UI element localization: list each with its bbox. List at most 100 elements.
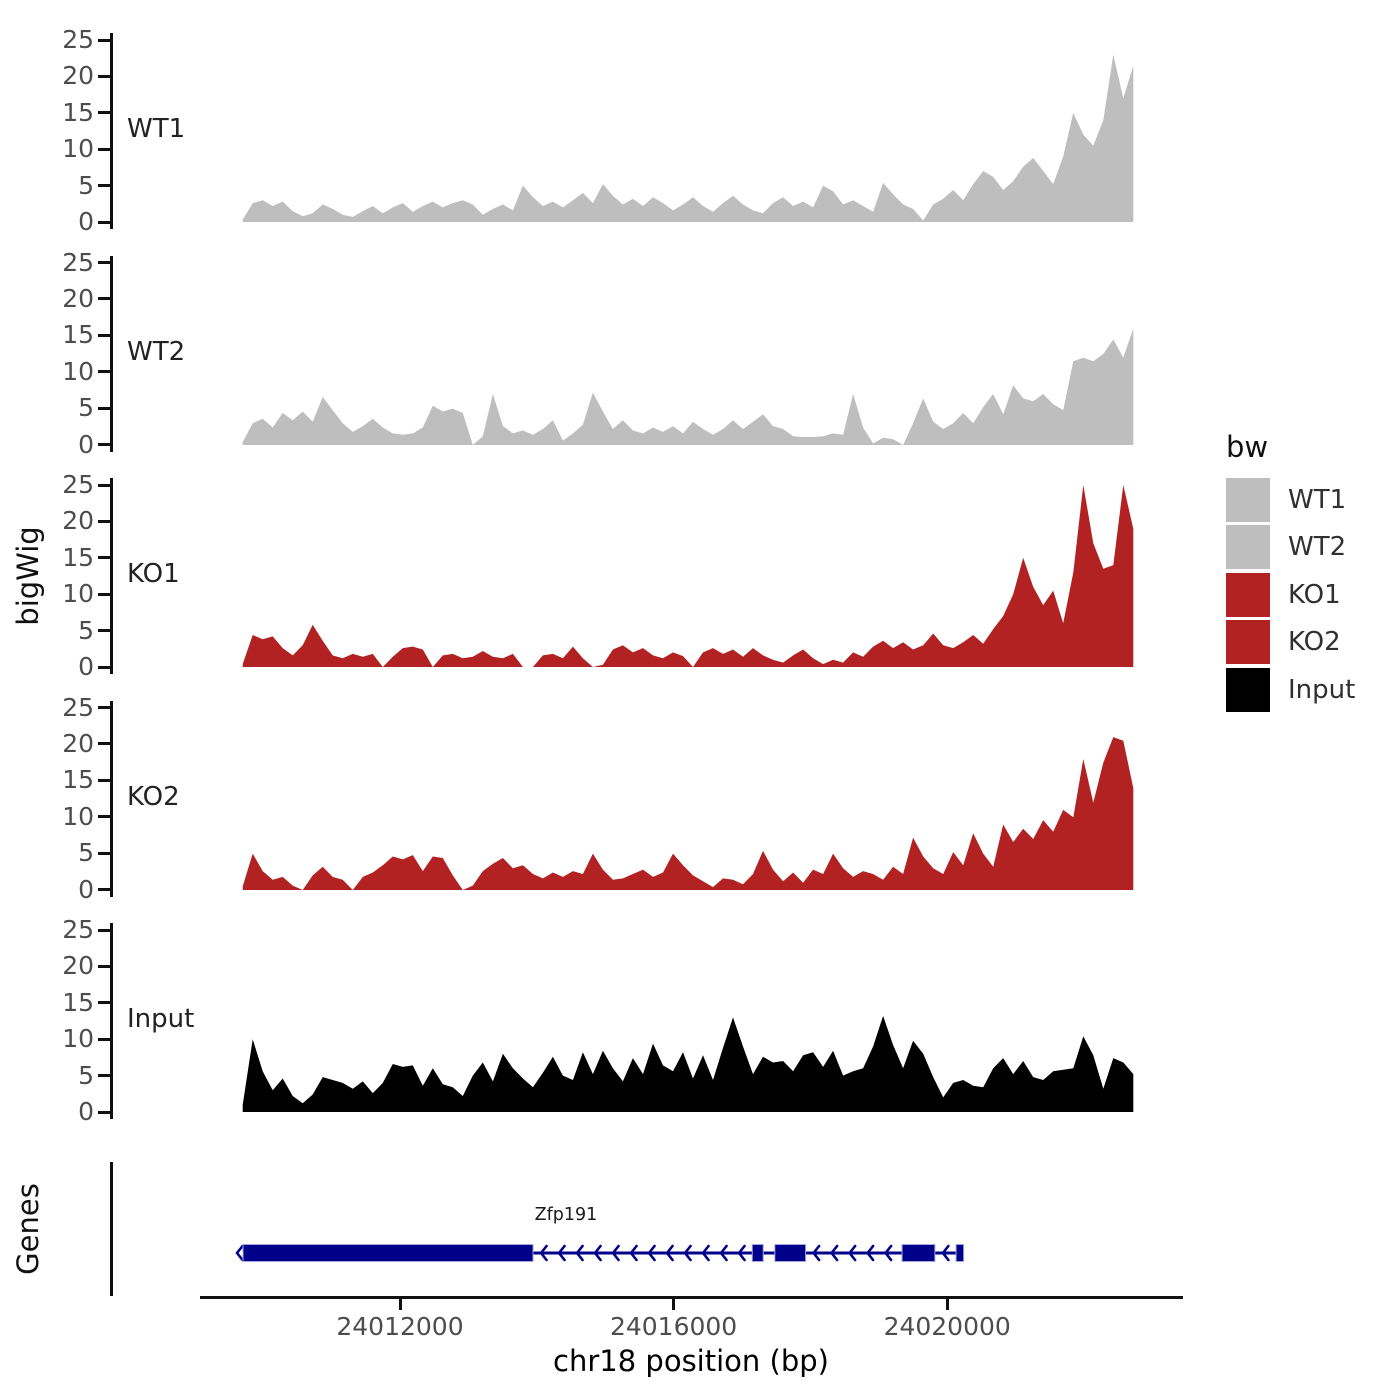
panel-axis-line xyxy=(110,478,113,674)
y-tick-label: 25 xyxy=(62,915,94,944)
y-tick-label: 25 xyxy=(62,247,94,277)
legend: bw WT1 WT2 KO1 KO2 Input xyxy=(1226,430,1396,715)
panel-axis-line xyxy=(110,923,113,1119)
strand-arrow-icon xyxy=(647,1244,656,1262)
y-tick-mark xyxy=(98,665,111,669)
y-tick-label: 10 xyxy=(62,356,94,386)
strand-arrow-icon xyxy=(539,1244,548,1262)
y-tick-label: 25 xyxy=(62,692,94,722)
strand-arrow-icon xyxy=(883,1244,893,1262)
genes-axis-title: Genes xyxy=(11,1183,45,1275)
legend-swatch-ko2 xyxy=(1226,620,1270,665)
x-axis-title: chr18 position (bp) xyxy=(553,1344,829,1378)
y-tick-label: 20 xyxy=(62,951,94,981)
y-tick-label: 25 xyxy=(62,25,94,54)
legend-swatch-input xyxy=(1226,667,1270,712)
y-tick-mark xyxy=(98,1001,111,1005)
x-tick-label: 24016000 xyxy=(609,1312,738,1341)
y-tick-mark xyxy=(98,928,111,932)
strand-arrow-icon xyxy=(829,1244,839,1262)
y-tick-mark xyxy=(98,483,111,487)
y-tick-label: 10 xyxy=(62,1024,94,1054)
y-tick-mark xyxy=(98,147,111,151)
strand-arrow-icon xyxy=(847,1244,857,1262)
y-tick-label: 15 xyxy=(62,765,94,795)
y-tick-label: 15 xyxy=(62,97,94,127)
y-tick-label: 5 xyxy=(78,170,94,200)
legend-item-label: KO2 xyxy=(1288,627,1341,658)
panel-label-wt2: WT2 xyxy=(127,336,186,367)
y-tick-label: 5 xyxy=(78,393,94,423)
y-tick-mark xyxy=(98,74,111,78)
y-tick-mark xyxy=(98,706,111,709)
x-tick-mark xyxy=(945,1299,949,1310)
y-tick-label: 0 xyxy=(78,429,94,459)
strand-arrow-icon xyxy=(593,1244,602,1262)
y-tick-label: 15 xyxy=(62,987,94,1017)
y-tick-mark xyxy=(98,220,111,224)
track-area-wt1 xyxy=(242,54,1134,222)
strand-arrow-icon xyxy=(557,1244,566,1262)
y-tick-label: 0 xyxy=(78,207,94,236)
legend-title: bw xyxy=(1226,430,1269,464)
gene-exon xyxy=(901,1244,936,1262)
y-tick-mark xyxy=(98,261,111,264)
y-tick-mark xyxy=(98,815,111,819)
strand-arrow-icon xyxy=(235,1244,244,1262)
y-tick-mark xyxy=(98,888,111,891)
legend-item: Input xyxy=(1226,667,1396,712)
panel-label-wt1: WT1 xyxy=(127,114,186,144)
strand-arrow-icon xyxy=(611,1244,620,1262)
y-tick-label: 0 xyxy=(78,1097,94,1126)
genes-axis-line xyxy=(110,1162,113,1296)
y-tick-mark xyxy=(98,333,111,337)
strand-arrow-icon xyxy=(683,1244,692,1262)
gene-exon xyxy=(751,1244,764,1262)
y-tick-label: 5 xyxy=(78,615,94,645)
y-tick-label: 20 xyxy=(62,728,94,758)
y-tick-label: 20 xyxy=(62,283,94,313)
legend-item-label: WT1 xyxy=(1288,485,1347,515)
legend-swatch-wt1 xyxy=(1226,478,1270,522)
strand-arrow-icon xyxy=(665,1244,674,1262)
y-tick-mark xyxy=(98,592,111,596)
panel-axis-line xyxy=(110,700,113,897)
legend-item: KO2 xyxy=(1226,620,1396,665)
y-tick-mark xyxy=(98,556,111,560)
panel-axis-line xyxy=(110,255,113,452)
y-tick-mark xyxy=(98,851,111,855)
y-tick-mark xyxy=(98,297,111,301)
panel-axis-line xyxy=(110,33,113,229)
gene-backbone xyxy=(243,1251,964,1255)
y-tick-mark xyxy=(98,1110,111,1114)
y-tick-mark xyxy=(98,1037,111,1041)
x-tick-label: 24012000 xyxy=(336,1312,464,1341)
strand-arrow-icon xyxy=(719,1244,728,1262)
gene-exon xyxy=(242,1244,534,1262)
y-tick-label: 20 xyxy=(62,506,94,536)
track-area-ko2 xyxy=(242,736,1134,890)
y-tick-label: 10 xyxy=(62,134,94,164)
y-tick-label: 25 xyxy=(62,470,94,499)
y-tick-mark xyxy=(98,184,111,188)
y-tick-label: 10 xyxy=(62,801,94,831)
legend-items: WT1 WT2 KO1 KO2 Input xyxy=(1226,478,1396,712)
legend-item: KO1 xyxy=(1226,572,1396,617)
y-tick-mark xyxy=(98,778,111,782)
legend-item-label: WT2 xyxy=(1288,532,1347,563)
track-area-ko1 xyxy=(242,485,1134,667)
y-tick-label: 0 xyxy=(78,874,94,904)
y-tick-label: 5 xyxy=(78,1060,94,1090)
y-tick-mark xyxy=(98,742,111,746)
panel-label-ko1: KO1 xyxy=(127,559,180,589)
y-tick-mark xyxy=(98,629,111,633)
y-tick-mark xyxy=(98,443,111,446)
legend-swatch-ko1 xyxy=(1226,572,1270,617)
y-tick-label: 15 xyxy=(62,320,94,350)
y-tick-mark xyxy=(98,406,111,410)
y-tick-mark xyxy=(98,38,111,42)
y-tick-mark xyxy=(98,111,111,115)
strand-arrow-icon xyxy=(737,1244,746,1262)
y-tick-mark xyxy=(98,519,111,523)
strand-arrow-icon xyxy=(811,1244,821,1262)
